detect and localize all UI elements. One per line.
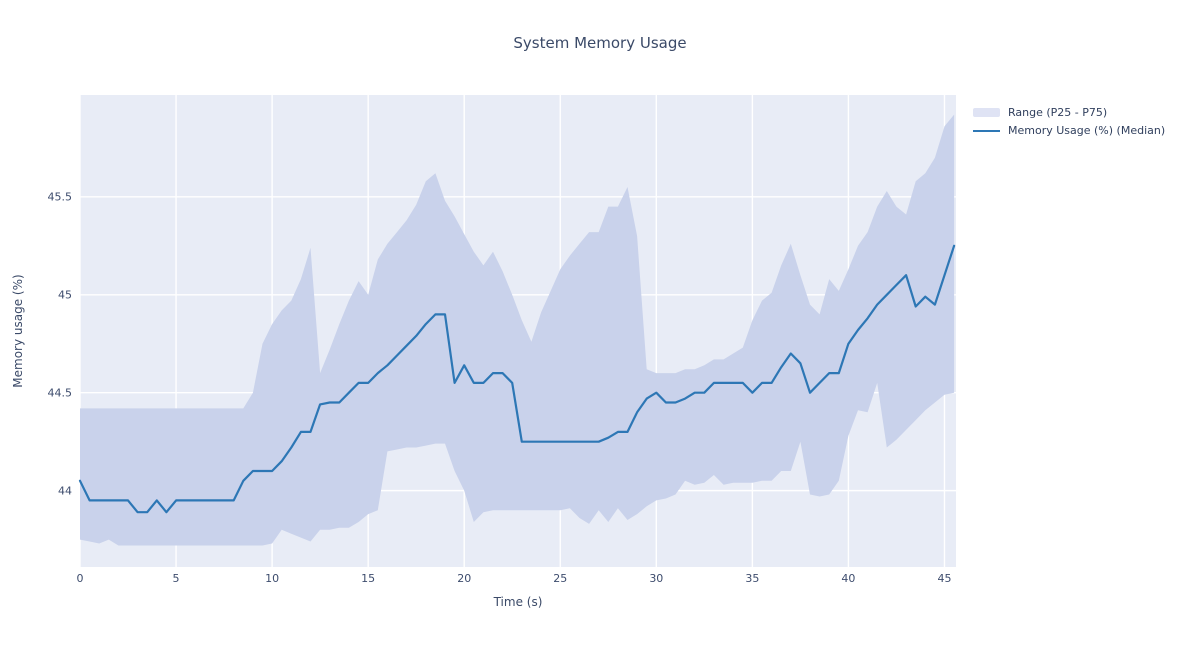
legend: Range (P25 - P75) Memory Usage (%) (Medi… xyxy=(973,104,1165,140)
y-axis-label: Memory usage (%) xyxy=(11,274,25,388)
x-tick-label: 15 xyxy=(361,572,376,585)
median-line-swatch xyxy=(973,129,1000,132)
x-tick-label: 20 xyxy=(457,572,472,585)
x-tick-label: 45 xyxy=(937,572,952,585)
legend-item-range: Range (P25 - P75) xyxy=(973,104,1165,121)
x-tick-label: 40 xyxy=(841,572,856,585)
x-tick-label: 0 xyxy=(76,572,84,585)
legend-item-median: Memory Usage (%) (Median) xyxy=(973,122,1165,139)
x-tick-label: 10 xyxy=(265,572,280,585)
median-line xyxy=(78,244,956,514)
x-tick-label: 5 xyxy=(172,572,180,585)
legend-label-median: Memory Usage (%) (Median) xyxy=(1008,124,1166,137)
y-tick-label: 44 xyxy=(58,484,72,498)
x-axis-label: Time (s) xyxy=(493,595,543,609)
range-band-swatch xyxy=(973,108,1000,117)
y-tick-label: 45.5 xyxy=(47,190,73,204)
y-tick-label: 45 xyxy=(58,288,72,302)
x-tick-label: 30 xyxy=(649,572,664,585)
y-tick-label: 44.5 xyxy=(47,386,73,400)
x-tick-label: 35 xyxy=(745,572,760,585)
x-tick-label: 25 xyxy=(553,572,568,585)
legend-label-range: Range (P25 - P75) xyxy=(1008,106,1108,119)
chart-title: System Memory Usage xyxy=(513,34,687,52)
